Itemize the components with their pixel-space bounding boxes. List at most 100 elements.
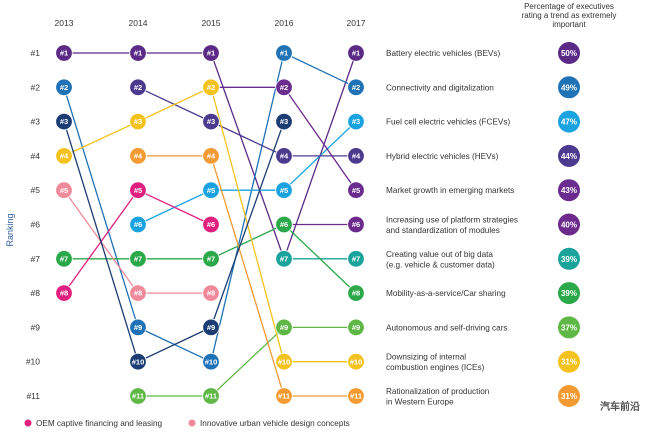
rank-node-label: #2 xyxy=(280,83,288,92)
rank-node-circle xyxy=(347,250,365,268)
rank-node: #1 xyxy=(55,44,73,62)
rank-node: #3 xyxy=(202,112,220,131)
rank-node-label: #5 xyxy=(207,186,215,195)
rank-node: #4 xyxy=(202,147,220,165)
rank-label: #3 xyxy=(31,117,41,127)
rank-node-label: #10 xyxy=(132,357,145,366)
rank-node-circle xyxy=(55,284,73,302)
rank-node: #3 xyxy=(275,112,293,131)
rank-node-label: #4 xyxy=(60,152,69,161)
rank-node-label: #10 xyxy=(350,357,363,366)
rank-node-label: #2 xyxy=(134,83,142,92)
rank-node-label: #3 xyxy=(134,117,142,126)
percentage-header: rating a trend as extremely xyxy=(522,11,617,20)
percentage-value: 50% xyxy=(561,49,577,58)
rank-node-label: #11 xyxy=(350,392,362,401)
percentage-badge xyxy=(558,282,580,305)
rank-node-circle xyxy=(202,250,220,268)
rank-node-label: #7 xyxy=(60,254,68,263)
rank-node-label: #9 xyxy=(352,323,360,332)
rank-node: #10 xyxy=(347,353,365,371)
series-line xyxy=(63,189,212,294)
rank-node-label: #5 xyxy=(352,186,360,195)
rank-label: #6 xyxy=(31,220,41,230)
rank-node-label: #10 xyxy=(278,357,291,366)
rank-node-circle xyxy=(275,44,293,62)
percentage-badge xyxy=(558,213,580,236)
rank-label: #8 xyxy=(31,288,41,298)
rank-node: #8 xyxy=(202,284,220,302)
percentage-badge xyxy=(558,110,580,133)
rank-node-label: #11 xyxy=(205,392,217,401)
rank-node: #8 xyxy=(347,284,365,302)
axis-labels: 2013 2014 2015 2016 2017 #1 #2 #3 #4 #5 #6 #7 #8 #9 #1… xyxy=(26,18,366,401)
rank-node-circle xyxy=(129,147,147,165)
rank-node-circle xyxy=(55,78,73,97)
series-line xyxy=(211,86,357,191)
rank-node-label: #4 xyxy=(134,152,143,161)
rank-node: #2 xyxy=(275,78,293,97)
rank-node-label: #3 xyxy=(280,117,288,126)
percentage-badge xyxy=(558,144,580,167)
rank-node-label: #7 xyxy=(134,254,142,263)
legend: OEM captive financing and leasing Innovat… xyxy=(24,419,350,428)
rank-node: #5 xyxy=(202,181,220,199)
rank-node-label: #3 xyxy=(60,117,68,126)
rank-node-label: #8 xyxy=(207,289,215,298)
rank-node: #3 xyxy=(347,112,365,131)
rank-node-label: #1 xyxy=(280,49,288,58)
rank-node-label: #9 xyxy=(207,323,215,332)
rank-node: #7 xyxy=(202,250,220,268)
rank-node-circle xyxy=(347,353,365,371)
year-label: 2013 xyxy=(55,18,74,28)
rank-label: #9 xyxy=(31,322,41,332)
rank-node: #10 xyxy=(275,353,293,371)
trend-label: Battery electric vehicles (BEVs) xyxy=(386,49,500,58)
rank-node-label: #3 xyxy=(207,117,215,126)
percentage-value: 31% xyxy=(561,358,577,367)
rank-node-label: #1 xyxy=(352,49,360,58)
rank-label: #1 xyxy=(31,48,41,58)
rank-node-circle xyxy=(129,78,147,97)
rank-node-label: #9 xyxy=(134,323,142,332)
rank-node-label: #11 xyxy=(278,392,290,401)
rank-node-circle xyxy=(275,147,293,165)
rank-node-circle xyxy=(347,78,365,97)
rank-node: #9 xyxy=(129,318,147,337)
trend-label: Market growth in emerging markets xyxy=(386,186,514,195)
rank-node: #4 xyxy=(129,147,147,165)
rank-node-circle xyxy=(202,284,220,302)
rank-node-circle xyxy=(202,78,220,97)
rank-node: #5 xyxy=(275,181,293,199)
rank-nodes: #1 #1 #1 #7 #1 #2 #9 #10 #1 #2 #6 #5 #5 #3 #2 #3 #4 #4 #2 #… xyxy=(55,44,365,405)
rank-node-circle xyxy=(347,181,365,199)
rank-node-label: #3 xyxy=(352,117,360,126)
rank-node-circle xyxy=(129,215,147,234)
legend-marker xyxy=(24,419,32,427)
series-line xyxy=(138,326,356,397)
rank-node-label: #4 xyxy=(352,152,361,161)
percentage-badge xyxy=(558,247,580,270)
percentage-value: 44% xyxy=(561,152,577,161)
rank-node-label: #5 xyxy=(280,186,288,195)
rank-node-circle xyxy=(202,387,220,405)
rank-node-label: #4 xyxy=(207,152,216,161)
rank-node: #6 xyxy=(129,215,147,234)
rank-node: #1 xyxy=(202,44,220,62)
trend-label: Autonomous and self-driving cars xyxy=(386,323,508,332)
rank-node-circle xyxy=(55,250,73,268)
rank-node-label: #5 xyxy=(60,186,68,195)
rank-node: #6 xyxy=(347,215,365,234)
rank-node: #1 xyxy=(129,44,147,62)
rank-node-label: #5 xyxy=(134,186,142,195)
trend-label: and standardization of modules xyxy=(386,226,500,235)
rank-node: #5 xyxy=(129,181,147,199)
percentage-value: 47% xyxy=(561,118,577,127)
rank-label: #11 xyxy=(26,391,40,401)
rank-node-label: #11 xyxy=(132,392,144,401)
rank-node: #2 xyxy=(55,78,73,97)
year-label: 2017 xyxy=(347,18,366,28)
rank-node: #3 xyxy=(55,112,73,131)
trend-label: Creating value out of big data xyxy=(386,250,493,259)
